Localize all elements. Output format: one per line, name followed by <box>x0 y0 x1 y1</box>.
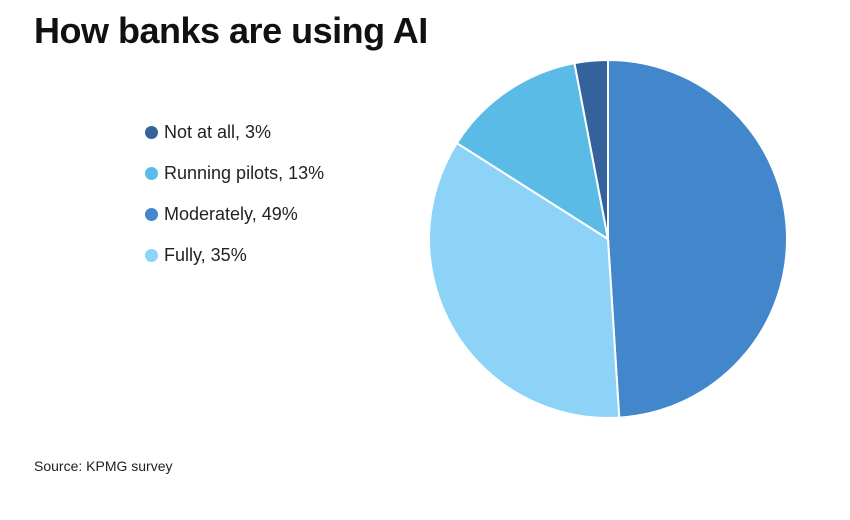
pie-slice-running-pilots <box>455 62 610 242</box>
source-note: Source: KPMG survey <box>34 458 173 474</box>
legend-label: Moderately, 49% <box>164 204 298 224</box>
legend-swatch <box>145 167 158 180</box>
chart-title: How banks are using AI <box>34 10 428 51</box>
legend-item-moderately: Moderately, 49% <box>145 194 324 235</box>
pie-slice-not-at-all <box>573 58 609 240</box>
pie-slice-fully <box>428 141 621 419</box>
pie-slice-moderately <box>607 58 788 419</box>
legend-swatch <box>145 208 158 221</box>
legend-label: Fully, 35% <box>164 245 247 265</box>
legend-item-fully: Fully, 35% <box>145 235 324 276</box>
legend-swatch <box>145 126 158 139</box>
legend-item-running-pilots: Running pilots, 13% <box>145 153 324 194</box>
legend-label: Not at all, 3% <box>164 122 272 142</box>
legend-label: Running pilots, 13% <box>164 163 325 183</box>
legend-item-not-at-all: Not at all, 3% <box>145 112 324 153</box>
legend: Not at all, 3% Running pilots, 13% Moder… <box>145 112 324 276</box>
legend-swatch <box>145 249 158 262</box>
